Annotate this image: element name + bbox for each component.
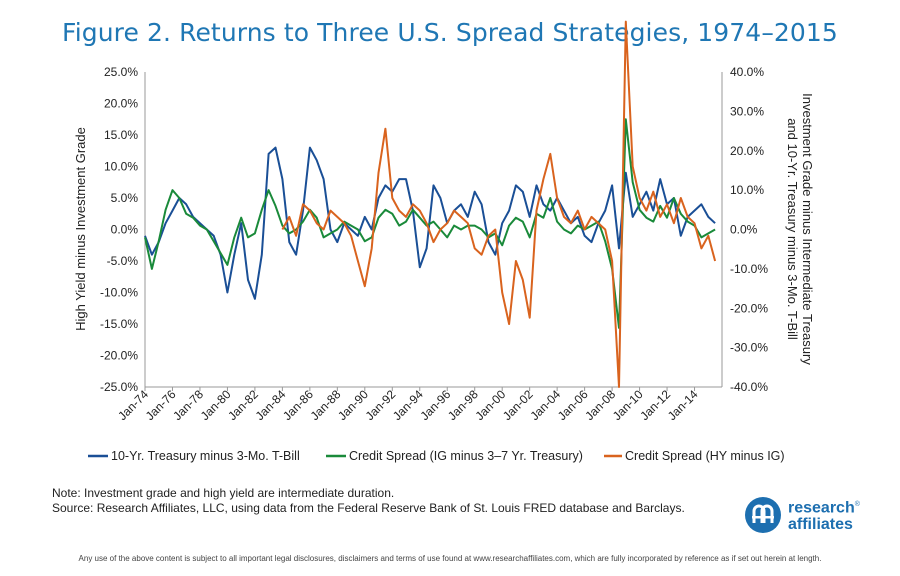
series-line-0 <box>144 146 716 300</box>
research-affiliates-logo-icon <box>745 497 781 533</box>
left-tick-label: -25.0% <box>100 380 138 394</box>
right-tick-label: 10.0% <box>730 183 764 197</box>
source-line: Source: Research Affiliates, LLC, using … <box>52 501 685 515</box>
x-axis: Jan-74Jan-76Jan-78Jan-80Jan-82Jan-84Jan-… <box>115 386 722 423</box>
left-tick-label: -20.0% <box>100 349 138 363</box>
right-tick-label: -20.0% <box>730 301 768 315</box>
left-tick-label: 5.0% <box>111 191 139 205</box>
x-tick-label: Jan-14 <box>665 387 701 423</box>
right-axis-label-line1: Investment Grade minus Intermediate Trea… <box>800 93 815 365</box>
logo-word-research: research <box>788 499 855 517</box>
series-line-2 <box>281 20 717 388</box>
left-tick-label: -10.0% <box>100 286 138 300</box>
right-tick-label: 0.0% <box>730 223 758 237</box>
left-y-axis: 25.0% 20.0% 15.0% 10.0% 5.0% 0.0% -5.0% -10.0% -… <box>100 65 146 394</box>
right-tick-label: -30.0% <box>730 341 768 355</box>
left-tick-label: 25.0% <box>104 65 138 79</box>
legal-disclaimer: Any use of the above content is subject … <box>78 554 822 563</box>
legend-label-2: Credit Spread (HY minus IG) <box>625 449 785 463</box>
legend-label-0: 10-Yr. Treasury minus 3-Mo. T-Bill <box>111 449 300 463</box>
series-layer <box>144 20 717 388</box>
chart-title: Figure 2. Returns to Three U.S. Spread S… <box>62 18 838 47</box>
left-axis-label: High Yield minus Investment Grade <box>73 127 88 331</box>
right-y-axis: 40.0% 30.0% 20.0% 10.0% 0.0% -10.0% -20.0% -30.… <box>721 65 768 394</box>
chart-legend: 10-Yr. Treasury minus 3-Mo. T-Bill Credit… <box>88 449 785 463</box>
right-tick-label: 20.0% <box>730 144 764 158</box>
legend-label-1: Credit Spread (IG minus 3–7 Yr. Treasury… <box>349 449 583 463</box>
right-tick-label: -10.0% <box>730 262 768 276</box>
chart-canvas: 25.0% 20.0% 15.0% 10.0% 5.0% 0.0% -5.0% -10.0% -… <box>73 20 815 463</box>
logo-trademark: ® <box>854 501 860 508</box>
left-tick-label: 0.0% <box>111 223 139 237</box>
right-tick-label: 30.0% <box>730 104 764 118</box>
series-line-1 <box>144 118 716 329</box>
right-tick-label: -40.0% <box>730 380 768 394</box>
left-tick-label: 10.0% <box>104 160 138 174</box>
left-tick-label: 15.0% <box>104 128 138 142</box>
research-affiliates-logo[interactable]: research® affiliates <box>744 496 884 536</box>
note-line: Note: Investment grade and high yield ar… <box>52 486 395 500</box>
left-tick-label: -5.0% <box>107 254 139 268</box>
logo-wordmark: research® affiliates <box>788 496 860 533</box>
logo-word-affiliates: affiliates <box>788 516 853 534</box>
right-tick-label: 40.0% <box>730 65 764 79</box>
chart-notes: Note: Investment grade and high yield ar… <box>52 486 685 516</box>
left-tick-label: -15.0% <box>100 317 138 331</box>
right-axis-label-line2: and 10-Yr. Treasury minus 3-Mo. T-Bill <box>785 118 800 340</box>
left-tick-label: 20.0% <box>104 97 138 111</box>
